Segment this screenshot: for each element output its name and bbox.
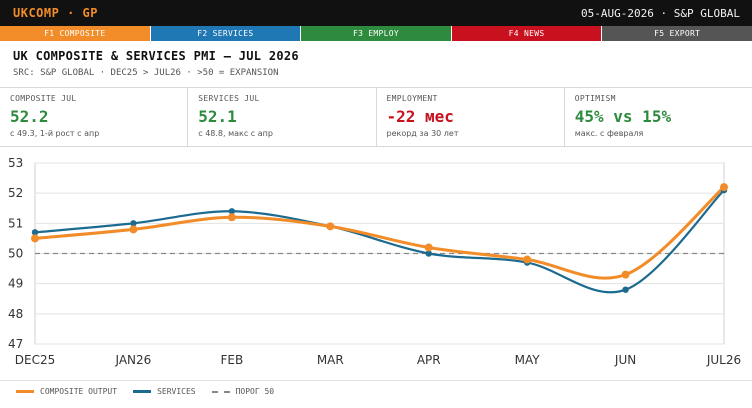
function-key-bar: F1 COMPOSITE F2 SERVICES F3 EMPLOY F4 NE… [0,26,752,41]
fkey-employ[interactable]: F3 EMPLOY [301,26,452,41]
legend-divider [0,380,752,381]
y-tick-label: 47 [8,337,23,351]
legend-item-composite[interactable]: COMPOSITE OUTPUT [16,387,117,396]
data-point-services [228,208,236,215]
y-tick-label: 49 [8,277,23,291]
legend-swatch-services [133,390,152,393]
page-subtitle: SRC: S&P GLOBAL · DEC25 > JUL26 · >50 = … [13,68,279,78]
legend-item-services[interactable]: SERVICES [133,387,196,396]
x-tick-label: JUN [614,353,636,367]
kpi-composite: COMPOSITE JUL 52.2 с 49.3, 1-й рост с ап… [0,88,189,146]
ticker-symbol: UKCOMP · GP [13,6,98,20]
page-title: UK COMPOSITE & SERVICES PMI — JUL 2026 [13,49,299,63]
kpi-label: OPTIMISM [574,94,616,103]
x-tick-label: FEB [220,353,243,367]
x-tick-label: JUL26 [706,353,741,367]
data-point-composite [523,255,532,264]
kpi-label: SERVICES JUL [198,94,260,103]
kpi-services: SERVICES JUL 52.1 с 48.8, макс с апр [188,88,377,146]
chart-legend: COMPOSITE OUTPUT SERVICES ПОРОГ 50 [16,387,274,396]
data-point-composite [129,225,138,234]
y-tick-label: 53 [8,156,23,170]
data-point-composite [31,234,39,243]
kpi-note: рекорд за 30 лет [386,129,459,138]
legend-label-services: SERVICES [157,387,196,396]
top-bar: UKCOMP · GP 05-AUG-2026 · S&P GLOBAL [0,0,752,26]
x-tick-label: MAR [317,353,344,367]
y-tick-label: 48 [8,307,23,321]
kpi-strip: COMPOSITE JUL 52.2 с 49.3, 1-й рост с ап… [0,87,752,147]
kpi-note: макс. с февраля [574,129,644,138]
x-tick-label: APR [417,353,441,367]
data-point-services [622,286,629,293]
kpi-employment: EMPLOYMENT -22 мес рекорд за 30 лет [377,88,565,146]
data-point-services [130,220,137,227]
date-source: 05-AUG-2026 · S&P GLOBAL [581,7,740,20]
kpi-value: 52.1 [198,107,237,126]
fkey-export[interactable]: F5 EXPORT [602,26,752,41]
series-line-composite [34,186,725,280]
kpi-value: 45% vs 15% [574,107,672,126]
kpi-optimism: OPTIMISM 45% vs 15% макс. с февраля [565,88,752,146]
kpi-note: с 49.3, 1-й рост с апр [10,129,100,138]
data-point-services [31,229,39,236]
fkey-services[interactable]: F2 SERVICES [150,26,302,41]
y-tick-label: 50 [8,247,23,261]
kpi-note: с 48.8, макс с апр [198,129,273,138]
legend-swatch-threshold [211,390,230,393]
pmi-line-chart: 47 48 49 50 51 52 53 DEC25 JAN26 FEB MAR APR MAY JUN J… [8,156,741,367]
x-tick-label: DEC25 [15,353,55,367]
legend-swatch-composite [16,390,34,393]
data-point-services [425,250,432,257]
legend-label-composite: COMPOSITE OUTPUT [40,387,118,396]
data-point-composite [720,183,728,192]
y-tick-label: 51 [8,216,23,230]
x-tick-label: JAN26 [115,353,152,367]
data-point-composite [621,270,630,279]
kpi-value: -22 мес [386,107,454,126]
legend-item-threshold[interactable]: ПОРОГ 50 [211,387,275,396]
legend-label-threshold: ПОРОГ 50 [235,387,275,396]
data-point-composite [424,243,433,252]
y-tick-label: 52 [8,186,23,200]
kpi-label: COMPOSITE JUL [10,94,77,103]
kpi-label: EMPLOYMENT [386,94,438,103]
fkey-news[interactable]: F4 NEWS [451,26,603,41]
x-tick-label: MAY [515,353,541,367]
data-point-composite [227,213,236,222]
data-point-composite [326,222,335,231]
kpi-value: 52.2 [10,107,49,126]
fkey-composite[interactable]: F1 COMPOSITE [0,26,151,41]
chart-header: UK COMPOSITE & SERVICES PMI — JUL 2026 S… [13,49,299,78]
